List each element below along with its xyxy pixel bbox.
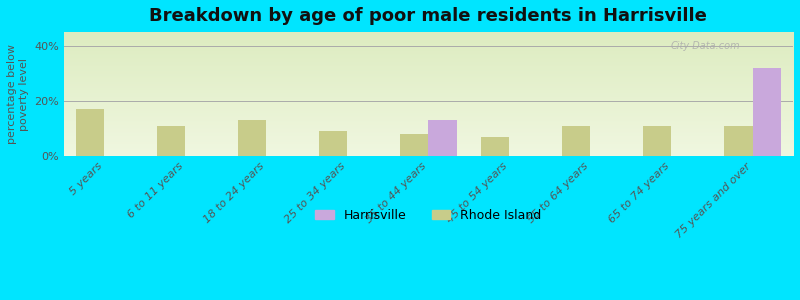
Y-axis label: percentage below
poverty level: percentage below poverty level <box>7 44 29 144</box>
Title: Breakdown by age of poor male residents in Harrisville: Breakdown by age of poor male residents … <box>150 7 707 25</box>
Legend: Harrisville, Rhode Island: Harrisville, Rhode Island <box>310 204 546 227</box>
Bar <box>562 126 590 156</box>
Bar <box>481 137 510 156</box>
Bar <box>724 126 753 156</box>
Bar <box>753 68 781 156</box>
Bar <box>157 126 186 156</box>
Text: City-Data.com: City-Data.com <box>670 41 740 51</box>
Bar <box>76 109 104 156</box>
Bar <box>400 134 428 156</box>
Bar <box>428 120 457 156</box>
Bar <box>319 131 347 156</box>
Bar <box>238 120 266 156</box>
Bar <box>643 126 671 156</box>
